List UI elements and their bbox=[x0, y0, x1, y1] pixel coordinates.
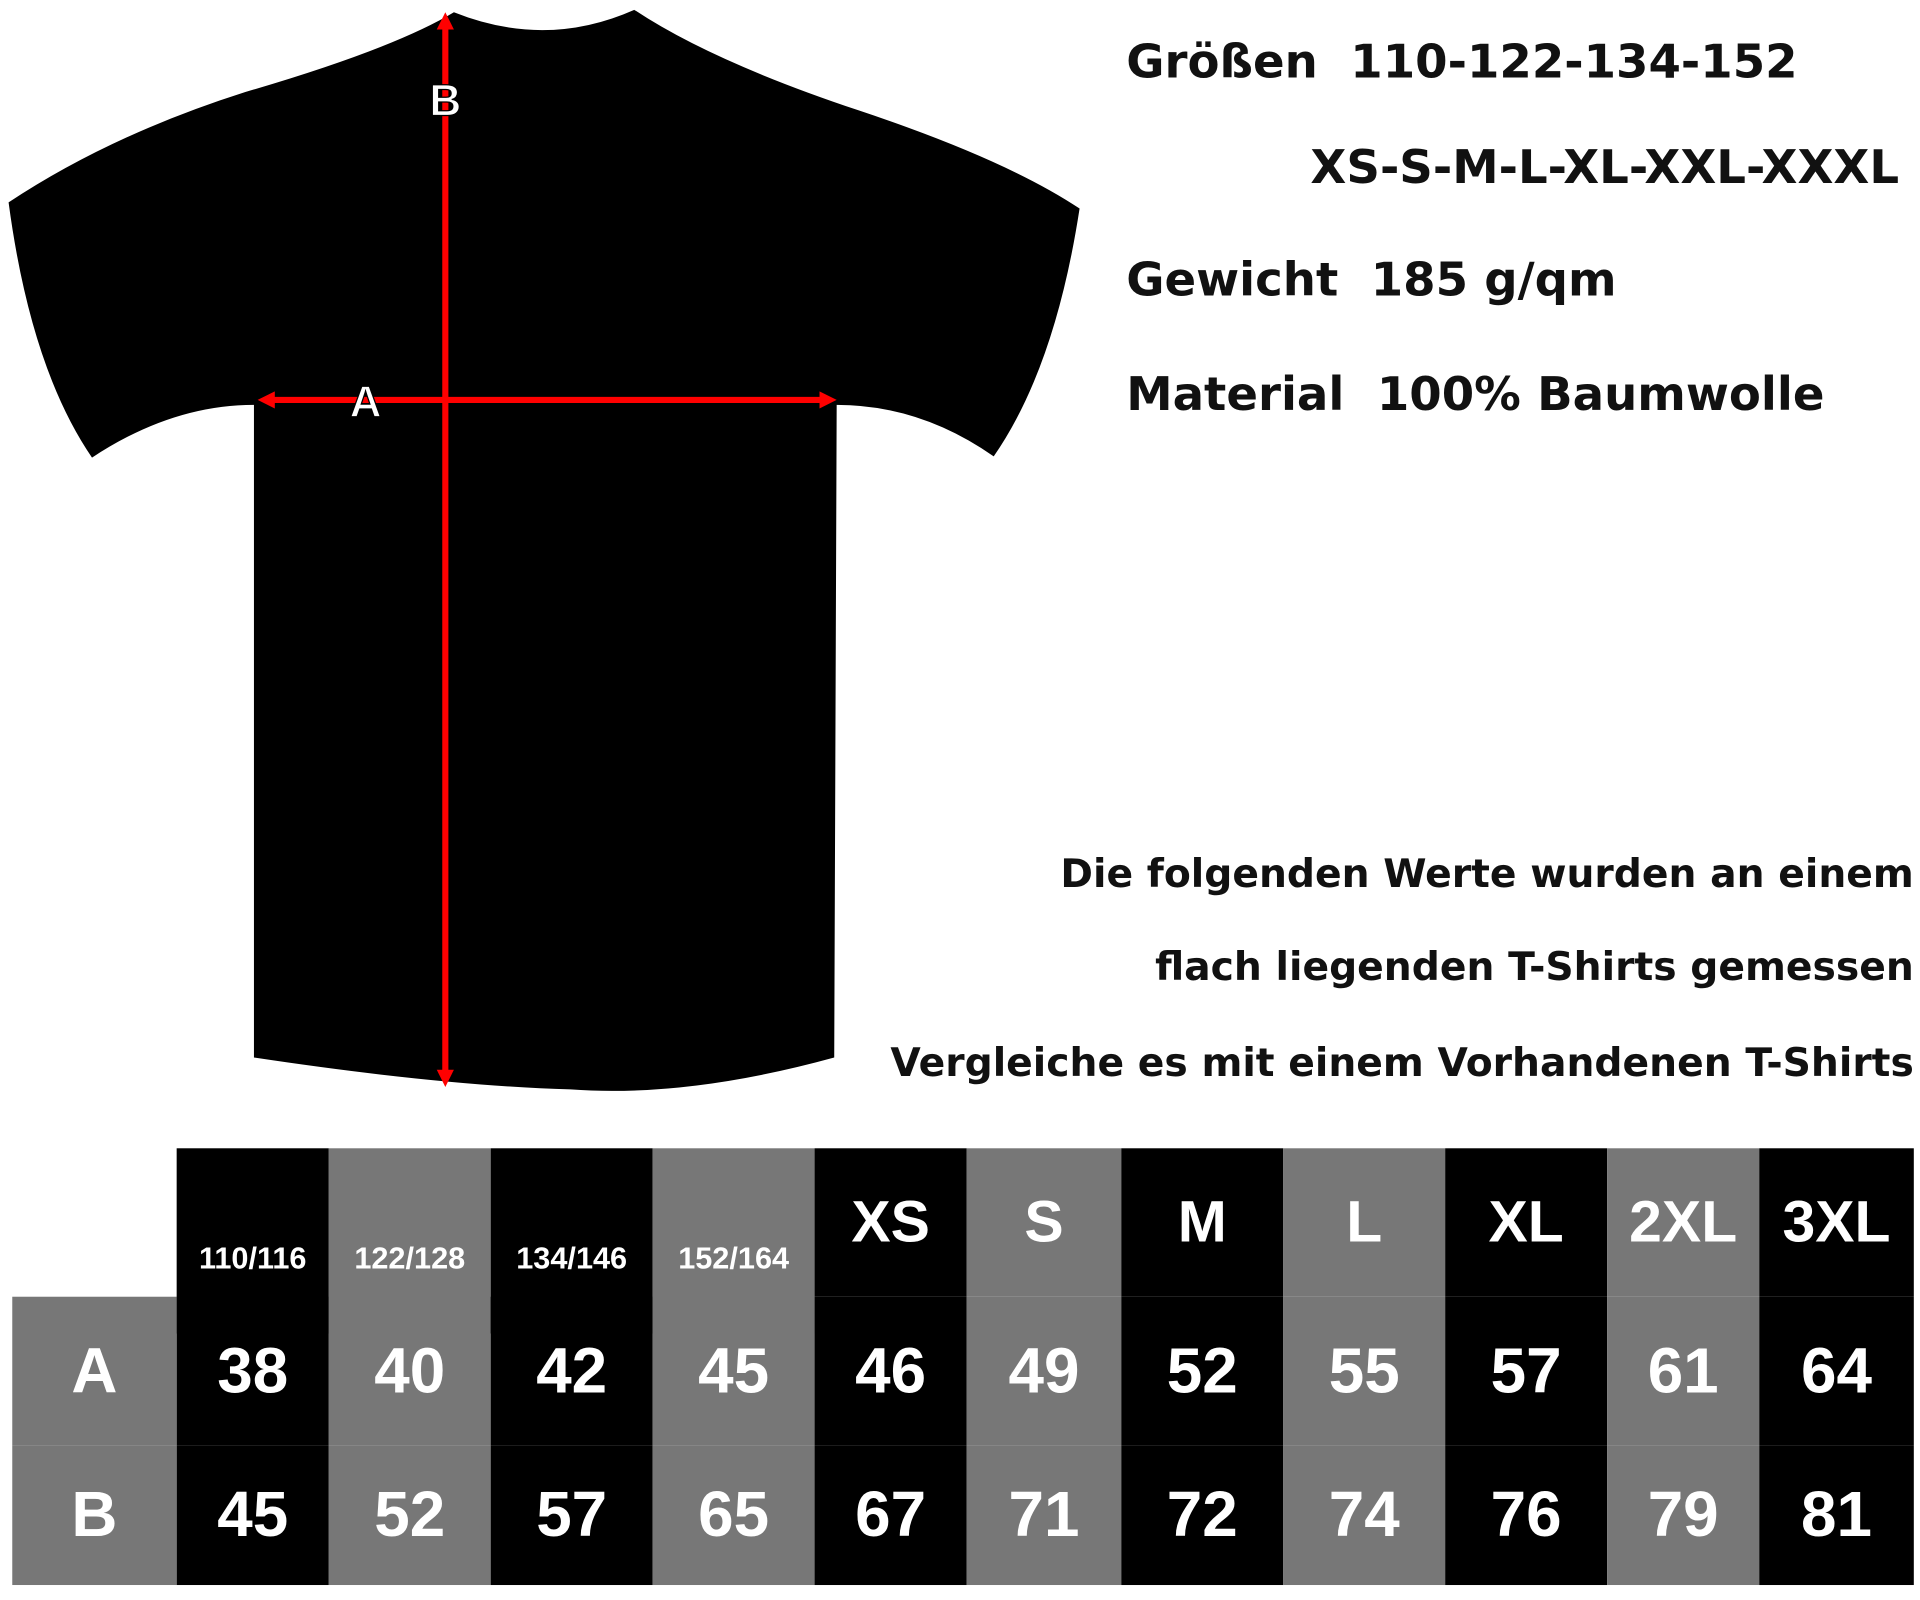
weight-line: Gewicht 185 g/qm bbox=[1126, 253, 1616, 307]
table-cell: 64 bbox=[1759, 1296, 1914, 1446]
table-cell: 72 bbox=[1121, 1445, 1284, 1586]
tshirt-shape bbox=[8, 9, 1080, 1091]
weight-value: 185 g/qm bbox=[1370, 252, 1617, 307]
column-header: XS bbox=[814, 1148, 967, 1297]
table-cell: 65 bbox=[652, 1445, 815, 1586]
label-a: A bbox=[350, 378, 382, 427]
table-cell: 45 bbox=[652, 1296, 815, 1446]
table-cell: 46 bbox=[814, 1296, 967, 1446]
table-cell: 76 bbox=[1445, 1445, 1608, 1586]
table-cell: 42 bbox=[490, 1296, 653, 1446]
material-value: 100% Baumwolle bbox=[1376, 366, 1825, 421]
row-label: A bbox=[12, 1296, 177, 1446]
table-cell: 45 bbox=[176, 1445, 329, 1586]
label-b: B bbox=[429, 76, 461, 125]
table-cell: 52 bbox=[328, 1445, 491, 1586]
table-cell: 81 bbox=[1759, 1445, 1914, 1586]
column-header: XL bbox=[1445, 1148, 1608, 1297]
table-cell: 52 bbox=[1121, 1296, 1284, 1446]
table-cell: 67 bbox=[814, 1445, 967, 1586]
table-cell: 40 bbox=[328, 1296, 491, 1446]
table-cell: 38 bbox=[176, 1296, 329, 1446]
sizes-label: Größen bbox=[1126, 34, 1318, 89]
note-line: flach liegenden T-Shirts gemessen bbox=[1155, 943, 1914, 991]
column-header: 2XL bbox=[1607, 1148, 1760, 1297]
material-label: Material bbox=[1126, 366, 1345, 421]
column-header: L bbox=[1283, 1148, 1446, 1297]
sizes-kids: 110-122-134-152 bbox=[1350, 34, 1798, 89]
table-cell: 55 bbox=[1283, 1296, 1446, 1446]
table-cell: 57 bbox=[1445, 1296, 1608, 1446]
sizes-adult: XS-S-M-L-XL-XXL-XXXL bbox=[1310, 139, 1900, 194]
tshirt-diagram: B A bbox=[8, 9, 1080, 1091]
table-cell: 71 bbox=[966, 1445, 1122, 1586]
column-header: S bbox=[966, 1148, 1122, 1297]
table-cell: 49 bbox=[966, 1296, 1122, 1446]
material-line: Material 100% Baumwolle bbox=[1126, 367, 1824, 421]
table-cell: 74 bbox=[1283, 1445, 1446, 1586]
weight-label: Gewicht bbox=[1126, 252, 1339, 307]
table-cell: 79 bbox=[1607, 1445, 1760, 1586]
column-header: M bbox=[1121, 1148, 1284, 1297]
row-label: B bbox=[12, 1445, 177, 1586]
table-cell: 57 bbox=[490, 1445, 653, 1586]
sizes-line: Größen 110-122-134-152 bbox=[1126, 34, 1797, 88]
column-header: 3XL bbox=[1759, 1148, 1914, 1297]
table-cell: 61 bbox=[1607, 1296, 1760, 1446]
note-line: Vergleiche es mit einem Vorhandenen T-Sh… bbox=[890, 1039, 1914, 1086]
note-line: Die folgenden Werte wurden an einem bbox=[1060, 850, 1914, 897]
